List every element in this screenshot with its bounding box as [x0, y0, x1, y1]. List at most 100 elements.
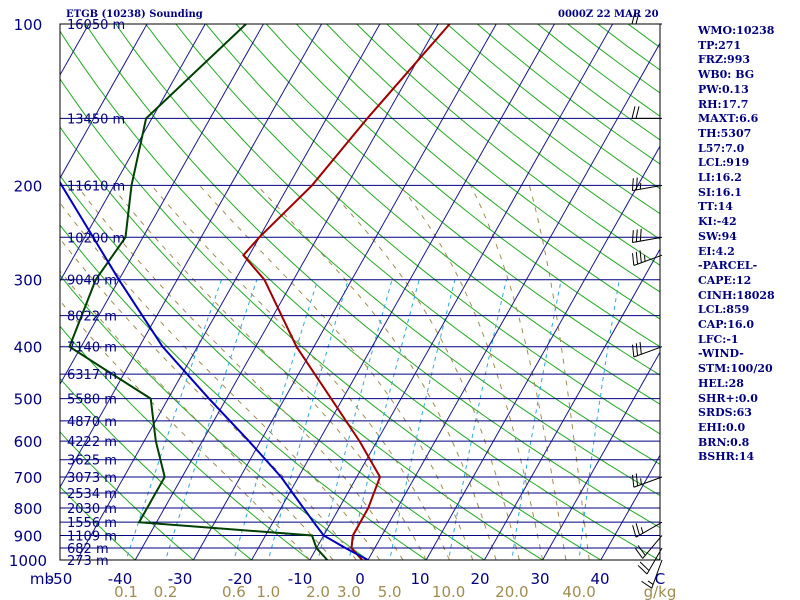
sounding-time: 0000Z 22 MAR 20 [558, 9, 659, 20]
wind-barb-staff [651, 559, 663, 589]
mixing-ratio-line [511, 279, 562, 560]
wind-barb [635, 535, 663, 559]
mixing-ratio-label: 40.0 [562, 583, 595, 600]
x-tick-label: -30 [168, 570, 193, 588]
grid-lines [60, 24, 660, 560]
wind-barb-staff [635, 521, 663, 538]
wind-barb [632, 250, 663, 266]
wind-barb [632, 521, 663, 538]
mixing-ratio-line [317, 279, 393, 560]
series-lines [60, 24, 451, 560]
wind-barb [631, 177, 663, 192]
stat-line: RH:17.7 [698, 97, 749, 111]
stat-line: BRN:0.8 [698, 435, 750, 449]
stat-line: CINH:18028 [698, 288, 775, 302]
stat-line: FRZ:993 [698, 53, 751, 67]
mixing-ratio-line [233, 279, 319, 560]
mixing-ratio-label: 2.0 [306, 583, 330, 600]
height-label: 11610 m [67, 179, 125, 194]
mixing-ratio-label: 10.0 [432, 583, 465, 600]
height-label: 2534 m [67, 487, 117, 502]
dry-adiabat [60, 377, 253, 560]
moist-adiabat [199, 185, 474, 560]
dry-adiabat [60, 486, 136, 560]
x-tick-label: -50 [48, 570, 73, 588]
wind-barb-flag [639, 250, 642, 263]
stat-line: LFC:-1 [698, 332, 739, 346]
height-label: 4870 m [67, 415, 117, 430]
wind-barb-staff [632, 236, 663, 243]
wind-barb-half [640, 527, 644, 534]
dry-adiabat [356, 24, 660, 266]
y-tick-label: 800 [14, 500, 43, 518]
height-label: 8022 m [67, 310, 117, 325]
x-tick-label: 20 [470, 570, 489, 588]
wind-barb-flag [635, 229, 638, 242]
stat-line: EHI:0.0 [698, 420, 746, 434]
height-label: 13450 m [67, 112, 125, 127]
dry-adiabat [60, 431, 195, 560]
y-tick-label: 900 [14, 527, 43, 545]
mixing-ratio-line [448, 279, 507, 560]
isotherm [76, 24, 381, 560]
stat-line: MAXT:6.6 [698, 112, 759, 126]
mixing-ratio-label: g/kg [644, 583, 677, 600]
wind-barb-flag [631, 11, 636, 25]
dry-adiabat [296, 24, 660, 320]
mixing-ratio-label: 0.1 [114, 583, 138, 600]
wind-barb-staff [632, 184, 663, 192]
wind-barb-flag [632, 253, 635, 266]
stat-line: -WIND- [698, 347, 744, 361]
dry-adiabat [60, 224, 428, 560]
stat-line: EI:4.2 [698, 244, 735, 258]
dewpoint-line [68, 24, 329, 560]
stat-line: SI:16.1 [698, 185, 742, 199]
y-tick-label: 1000 [9, 552, 47, 570]
dry-adiabat [60, 174, 486, 560]
dry-adiabat [84, 24, 660, 529]
height-label: 3625 m [67, 454, 117, 469]
isotherm [60, 24, 265, 386]
wind-barb-flag [635, 106, 640, 119]
y-tick-label: 100 [14, 16, 43, 34]
wind-barb-staff [633, 254, 663, 266]
dry-adiabat [60, 126, 544, 560]
mixing-ratio-label: 5.0 [378, 583, 402, 600]
stat-line: -PARCEL- [698, 259, 758, 273]
mixing-ratio-line [164, 279, 258, 560]
x-tick-label: -10 [288, 570, 313, 588]
stat-line: LCL:919 [698, 156, 750, 170]
mixing-ratio-line [389, 279, 456, 560]
mixing-ratio-line [267, 279, 349, 560]
wind-barb [631, 11, 662, 25]
height-label: 5580 m [67, 393, 117, 408]
stat-line: HEL:28 [698, 376, 744, 390]
height-label: 682 m [67, 542, 109, 557]
wind-barb-half [640, 478, 642, 485]
height-label: 2030 m [67, 502, 117, 517]
height-label: 16050 m [67, 18, 125, 33]
wind-barbs [631, 11, 663, 589]
height-label: 1556 m [67, 516, 117, 531]
height-label: 273 m [67, 554, 109, 569]
y-tick-label: 200 [14, 177, 43, 195]
wind-barb-staff [642, 535, 663, 559]
wind-barb-staff [633, 476, 663, 488]
plot-area [60, 24, 660, 560]
height-label: 10200 m [67, 231, 125, 246]
isotherm [542, 351, 660, 560]
height-label: 1109 m [67, 529, 117, 544]
isotherm [600, 454, 660, 560]
x-tick-label: 10 [410, 570, 429, 588]
wind-barb [632, 341, 663, 358]
moist-adiabat [528, 185, 590, 560]
wind-barb-half [643, 255, 646, 262]
isotherm [60, 24, 148, 180]
wind-barb-flag [641, 580, 653, 589]
dry-adiabat [175, 24, 660, 435]
height-label: 9040 m [67, 274, 117, 289]
stat-line: BSHR:14 [698, 450, 755, 464]
isotherm [309, 24, 614, 560]
wind-barb-flag [639, 341, 642, 355]
